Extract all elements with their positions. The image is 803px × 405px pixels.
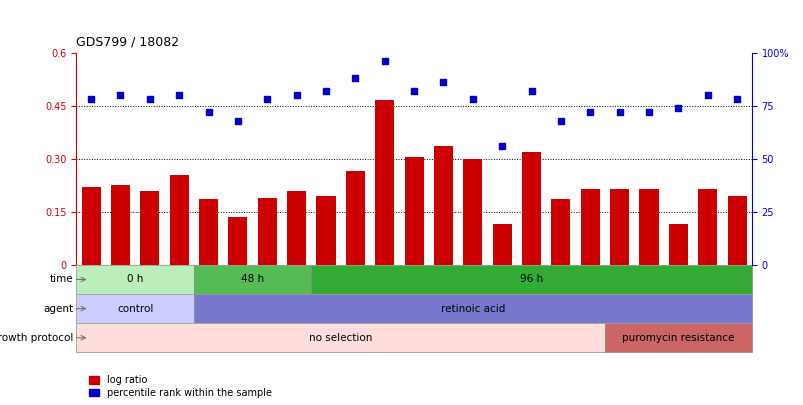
Bar xyxy=(580,189,599,265)
Point xyxy=(700,92,713,98)
Point xyxy=(642,109,654,115)
Bar xyxy=(198,199,218,265)
Text: GDS799 / 18082: GDS799 / 18082 xyxy=(76,36,179,49)
Point xyxy=(319,87,332,94)
Point xyxy=(114,92,127,98)
Text: time: time xyxy=(50,275,73,284)
Point xyxy=(202,109,214,115)
Bar xyxy=(727,196,746,265)
Legend: log ratio, percentile rank within the sample: log ratio, percentile rank within the sa… xyxy=(89,375,271,398)
Bar xyxy=(194,265,311,294)
Point xyxy=(671,104,684,111)
Bar xyxy=(311,265,751,294)
Bar xyxy=(638,189,658,265)
Text: 48 h: 48 h xyxy=(241,275,264,284)
Point xyxy=(437,79,450,85)
Bar xyxy=(668,224,687,265)
Bar xyxy=(492,224,511,265)
Text: puromycin resistance: puromycin resistance xyxy=(622,333,734,343)
Bar xyxy=(76,323,604,352)
Bar xyxy=(551,199,569,265)
Text: 96 h: 96 h xyxy=(520,275,542,284)
Point xyxy=(554,117,567,124)
Point xyxy=(466,96,479,102)
Point xyxy=(143,96,156,102)
Bar xyxy=(434,146,452,265)
Text: agent: agent xyxy=(43,304,73,313)
Bar xyxy=(76,294,194,323)
Point xyxy=(173,92,185,98)
Bar xyxy=(258,198,276,265)
Point xyxy=(730,96,743,102)
Point xyxy=(349,75,361,81)
Point xyxy=(260,96,273,102)
Bar xyxy=(76,265,194,294)
Bar xyxy=(375,100,393,265)
Bar xyxy=(404,157,423,265)
Text: growth protocol: growth protocol xyxy=(0,333,73,343)
Bar xyxy=(697,189,716,265)
Point xyxy=(407,87,420,94)
Point xyxy=(583,109,596,115)
Text: control: control xyxy=(116,304,153,313)
Bar xyxy=(194,294,751,323)
Point xyxy=(524,87,537,94)
Text: 0 h: 0 h xyxy=(127,275,143,284)
Text: retinoic acid: retinoic acid xyxy=(440,304,504,313)
Bar xyxy=(609,189,629,265)
Point xyxy=(613,109,626,115)
Bar xyxy=(111,185,130,265)
Text: no selection: no selection xyxy=(308,333,372,343)
Bar xyxy=(287,191,306,265)
Bar xyxy=(521,152,540,265)
Point xyxy=(231,117,244,124)
Bar xyxy=(463,159,482,265)
Bar xyxy=(604,323,751,352)
Bar xyxy=(140,191,159,265)
Point xyxy=(84,96,97,102)
Point xyxy=(290,92,303,98)
Bar xyxy=(316,196,335,265)
Bar xyxy=(81,187,100,265)
Bar xyxy=(228,217,247,265)
Point xyxy=(377,58,390,64)
Bar xyxy=(345,171,365,265)
Point xyxy=(495,143,508,149)
Bar xyxy=(169,175,189,265)
